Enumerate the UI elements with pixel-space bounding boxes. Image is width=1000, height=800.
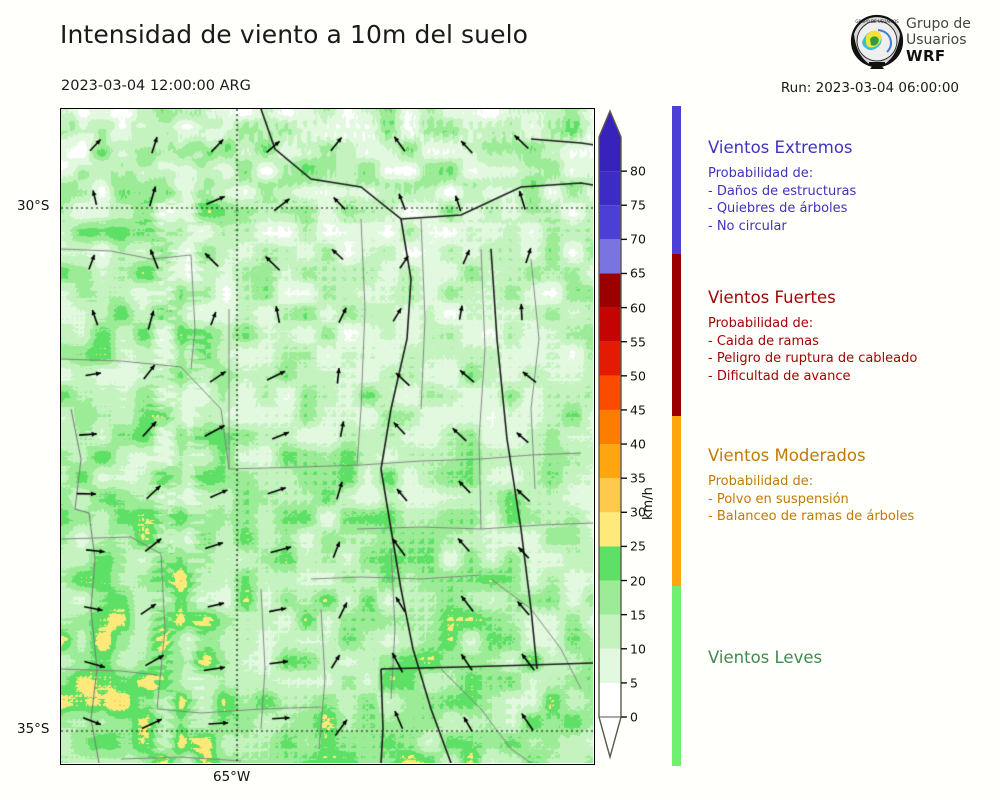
legend-title-moderados: Vientos Moderados [708,446,866,465]
legend-intro: Probabilidad de: [708,166,814,181]
colorbar-tick-label: 5 [630,675,638,691]
colorbar-level [599,171,621,206]
logo-line-2: Usuarios [906,32,967,48]
run-time-label: Run: 2023-03-04 06:00:00 [780,80,959,96]
legend-item: - Dificultad de avance [708,368,851,384]
colorbar-level [599,205,621,240]
page-title: Intensidad de viento a 10m del suelo [60,20,529,49]
legend-item: - Daños de estructuras [708,183,857,199]
colorbar-tick-label: 40 [630,436,646,452]
colorbar-tick-label: 50 [630,368,646,384]
colorbar-tick-label: 45 [630,402,646,418]
wind-field-canvas [61,109,593,763]
colorbar-level [599,273,621,308]
valid-time-label: 2023-03-04 12:00:00 ARG [61,78,251,94]
colorbar-level [599,239,621,274]
map-frame [60,108,595,765]
legend-item: - Polvo en suspensión [708,491,849,507]
lat-label-30s: 30°S [17,198,50,214]
colorbar-gradient [598,109,627,760]
legend-details-fuertes: Probabilidad de: - Caida de ramas - Peligr… [708,315,992,385]
colorbar: km/h 0 5 10 15 20 25 30 35 40 45 50 55 60 65 70 75 80 [597,105,667,770]
colorbar-tick-label: 60 [630,300,646,316]
logo: GRUPO DE USUARIOS Grupo de Usuarios WRF [848,12,1000,74]
legend-block-extremos: Vientos Extremos Probabilidad de: - Daños … [708,138,992,235]
colorbar-level [599,341,621,376]
colorbar-level [599,512,621,547]
legend-block-moderados: Vientos Moderados Probabilidad de: - Polvo… [708,446,992,526]
colorbar-under-arrow [598,716,622,759]
colorbar-tick-label: 25 [630,538,646,554]
logo-line-1: Grupo de [906,16,971,32]
colorbar-tick-label: 20 [630,573,646,589]
lat-label-35s: 35°S [17,721,50,737]
colorbar-level [599,307,621,342]
wind-map[interactable] [60,108,595,765]
colorbar-tick-label: 10 [630,641,646,657]
logo-line-3: WRF [906,47,946,65]
colorbar-level [599,409,621,445]
colorbar-level [599,444,621,479]
legend-color-bar-fuertes [672,254,681,416]
legend-item: - No circular [708,218,787,234]
legend-title-fuertes: Vientos Fuertes [708,288,836,307]
colorbar-level [599,478,621,513]
colorbar-tick-label: 35 [630,470,646,486]
colorbar-tick-label: 80 [630,163,646,179]
legend-item: - Caida de ramas [708,333,819,349]
colorbar-level [599,614,621,649]
svg-text:GRUPO DE USUARIOS: GRUPO DE USUARIOS [855,19,899,24]
lon-label-65w: 65°W [213,769,251,785]
colorbar-level [599,682,621,717]
colorbar-tick-label: 0 [630,709,638,725]
legend-panel: Vientos Extremos Probabilidad de: - Daños … [672,106,992,766]
legend-title-extremos: Vientos Extremos [708,138,853,157]
logo-text: Grupo de Usuarios WRF [906,16,971,64]
legend-color-bar-leves [672,586,681,766]
colorbar-level [599,375,621,410]
legend-block-leves: Vientos Leves [708,648,992,675]
legend-item: - Balanceo de ramas de árboles [708,509,915,524]
colorbar-level [599,137,621,172]
colorbar-level [599,648,621,683]
colorbar-tick-label: 65 [630,265,646,281]
legend-color-bar-moderados [672,416,681,586]
colorbar-tick-label: 55 [630,334,646,350]
colorbar-tick-label: 30 [630,504,646,520]
colorbar-tick-label: 75 [630,197,646,213]
globe-emblem-icon: GRUPO DE USUARIOS [850,14,904,69]
colorbar-tick-label: 15 [630,607,646,623]
legend-intro: Probabilidad de: [708,316,814,331]
legend-item: - Quiebres de árboles [708,201,848,216]
legend-item: - Peligro de ruptura de cableado [708,351,918,366]
colorbar-over-arrow [599,111,621,137]
legend-intro: Probabilidad de: [708,474,814,489]
colorbar-level [599,546,621,581]
legend-title-leves: Vientos Leves [708,648,823,667]
legend-details-extremos: Probabilidad de: - Daños de estructuras - … [708,165,992,235]
colorbar-level [599,580,621,615]
legend-block-fuertes: Vientos Fuertes Probabilidad de: - Caida d… [708,288,992,385]
legend-details-moderados: Probabilidad de: - Polvo en suspensión - B… [708,473,992,526]
legend-color-bar-extremos [672,106,681,254]
colorbar-tick-label: 70 [630,231,646,247]
